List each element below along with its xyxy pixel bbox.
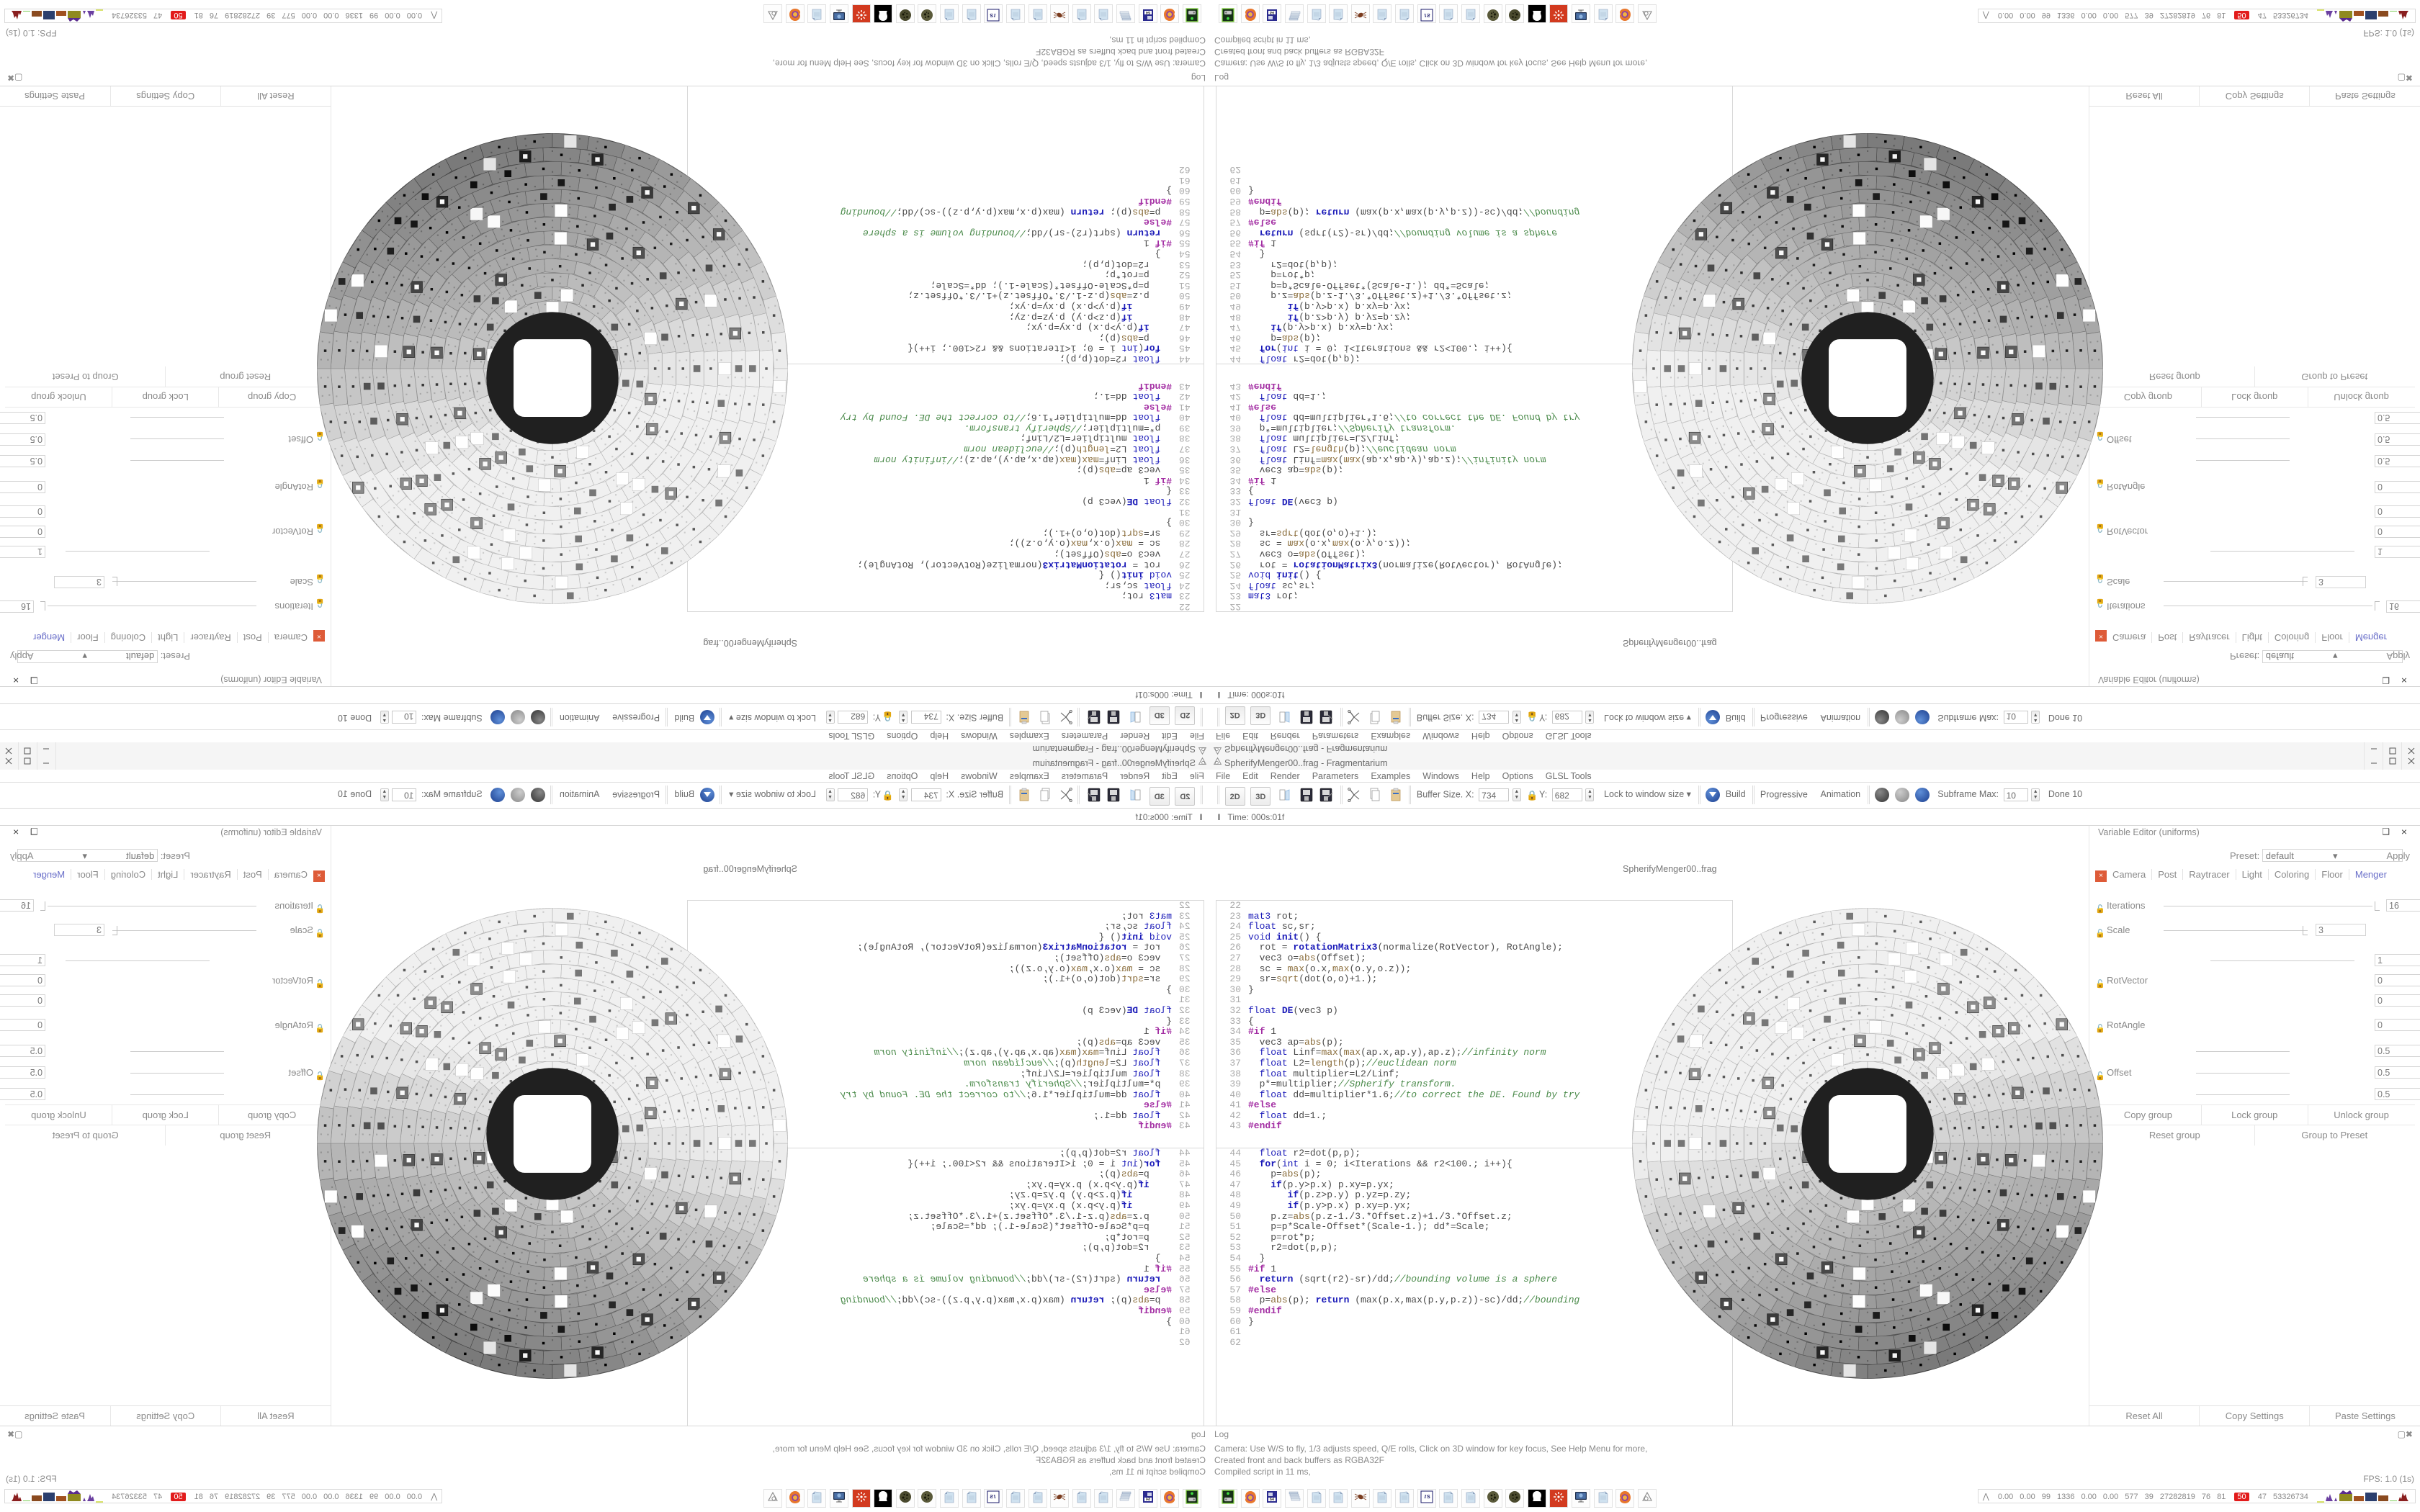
svg-text:64: 64 — [1270, 1498, 1274, 1502]
svg-text:S: S — [1427, 12, 1430, 17]
svg-text:I: I — [1423, 1494, 1426, 1500]
svg-text:64: 64 — [1270, 10, 1274, 14]
svg-text:S: S — [990, 1495, 993, 1500]
svg-text:S: S — [1427, 1495, 1430, 1500]
svg-text:64: 64 — [1146, 1498, 1150, 1502]
svg-text:I: I — [1423, 12, 1426, 18]
